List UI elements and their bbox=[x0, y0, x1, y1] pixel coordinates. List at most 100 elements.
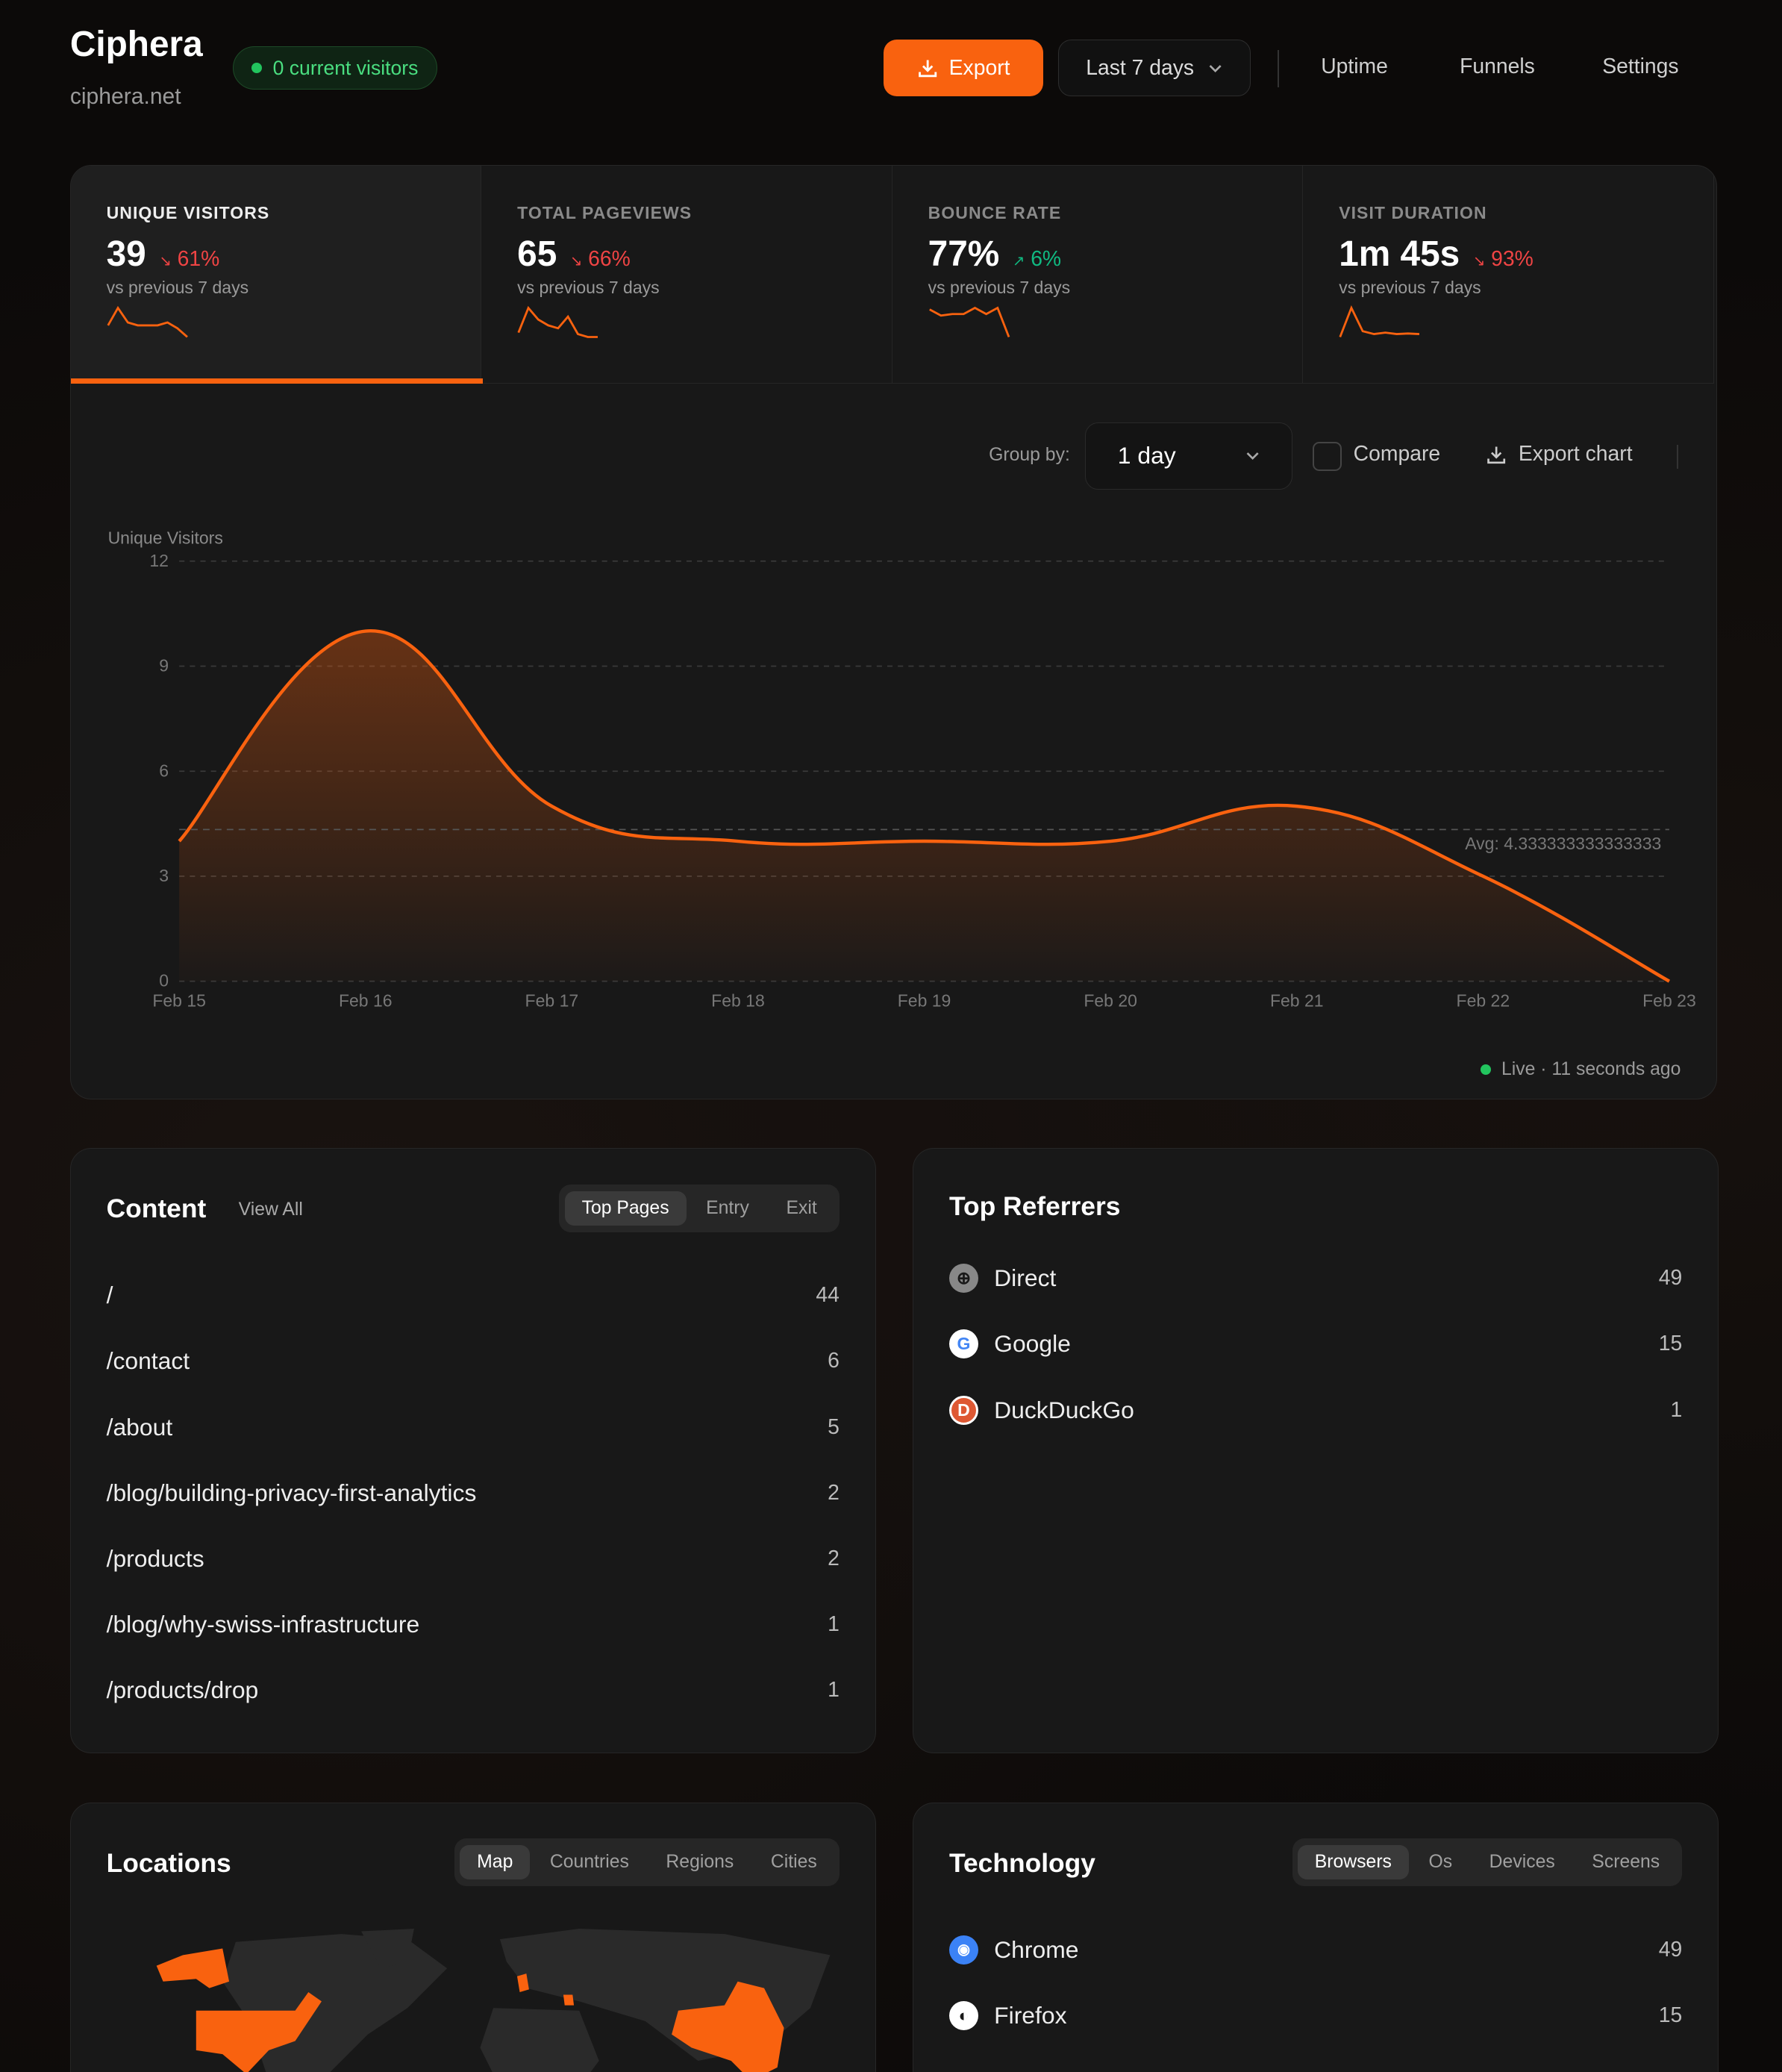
stat-change: ↘ 61% bbox=[159, 247, 219, 272]
y-tick-label: 0 bbox=[159, 971, 169, 990]
date-range-select[interactable]: Last 7 days bbox=[1057, 40, 1251, 97]
tab-devices[interactable]: Devices bbox=[1489, 1852, 1555, 1873]
sparkline-line bbox=[107, 305, 188, 338]
list-item[interactable]: ⊕ Direct 49 bbox=[948, 1258, 1682, 1298]
page-row[interactable]: /about 5 bbox=[107, 1408, 840, 1447]
locations-tabs: Map Countries Regions Cities bbox=[454, 1838, 840, 1887]
page-count: 1 bbox=[828, 1678, 840, 1703]
stat-comparison: vs previous 7 days bbox=[1339, 277, 1481, 297]
firefox-icon: ◐ bbox=[948, 2000, 978, 2030]
page-count: 5 bbox=[828, 1414, 840, 1439]
page-row[interactable]: /blog/why-swiss-infrastructure 1 bbox=[107, 1605, 840, 1644]
sparkline-line bbox=[517, 305, 598, 339]
view-all-link[interactable]: View All bbox=[238, 1199, 303, 1220]
stat-change-value: 66% bbox=[588, 246, 631, 271]
live-dot-icon bbox=[251, 63, 263, 74]
stat-change-value: 6% bbox=[1031, 246, 1062, 271]
map-africa[interactable] bbox=[480, 2007, 599, 2072]
export-button[interactable]: Export bbox=[884, 40, 1044, 97]
content-panel: Content View All Top Pages Entry Exit /44/… bbox=[69, 1148, 876, 1754]
y-axis-label: Unique Visitors bbox=[107, 528, 222, 548]
item-name: Chrome bbox=[994, 1935, 1079, 1963]
x-tick-label: Feb 17 bbox=[525, 990, 578, 1010]
list-item[interactable]: G Google 15 bbox=[948, 1324, 1682, 1364]
nav-uptime[interactable]: Uptime bbox=[1321, 54, 1388, 78]
stat-tab-total-pageviews[interactable]: TOTAL PAGEVIEWS 65 ↘ 66% vs previous 7 da… bbox=[481, 166, 892, 384]
trend-up-icon: ↗ bbox=[1012, 252, 1025, 269]
compare-label[interactable]: Compare bbox=[1353, 442, 1441, 466]
item-count: 49 bbox=[1658, 1937, 1683, 1962]
map-region-usa[interactable] bbox=[196, 1991, 322, 2072]
tab-screens[interactable]: Screens bbox=[1592, 1852, 1660, 1873]
locations-title: Locations bbox=[106, 1847, 231, 1878]
chrome-icon: ◉ bbox=[948, 1935, 978, 1965]
sparkline bbox=[517, 305, 598, 339]
map-region-europe[interactable] bbox=[563, 1994, 575, 2006]
page-row[interactable]: /products/drop 1 bbox=[107, 1670, 840, 1710]
list-item[interactable]: ◐ Firefox 15 bbox=[948, 1996, 1682, 2035]
stat-value: 1m 45s bbox=[1339, 234, 1460, 274]
tab-regions[interactable]: Regions bbox=[666, 1852, 734, 1873]
globe-icon: ⊕ bbox=[948, 1264, 978, 1294]
page-row[interactable]: /contact 6 bbox=[107, 1341, 840, 1381]
export-chart-button[interactable]: Export chart bbox=[1486, 442, 1633, 466]
x-tick-label: Feb 18 bbox=[711, 990, 765, 1010]
locations-panel: Locations Map Countries Regions Cities bbox=[69, 1802, 876, 2072]
x-tick-label: Feb 21 bbox=[1270, 990, 1324, 1010]
chevron-down-icon bbox=[1246, 452, 1259, 461]
map-greenland[interactable] bbox=[361, 1928, 415, 1968]
unique-visitors-chart: Unique Visitors 0 3 6 9 12 Feb 15 Feb 16 Feb 17 F… bbox=[107, 528, 1695, 1011]
world-map[interactable] bbox=[143, 1928, 857, 2072]
stat-comparison: vs previous 7 days bbox=[106, 277, 249, 297]
page-row[interactable]: /blog/building-privacy-first-analytics 2 bbox=[107, 1473, 840, 1513]
chevron-down-icon bbox=[1209, 64, 1222, 72]
series-line bbox=[178, 629, 1670, 983]
stat-change: ↗ 6% bbox=[1013, 247, 1061, 272]
date-range-value: Last 7 days bbox=[1086, 55, 1195, 80]
stat-label: VISIT DURATION bbox=[1339, 202, 1487, 222]
google-icon: G bbox=[948, 1329, 978, 1359]
content-tabs: Top Pages Entry Exit bbox=[559, 1185, 840, 1232]
stat-change: ↘ 66% bbox=[570, 247, 631, 272]
group-by-select[interactable]: 1 day bbox=[1085, 422, 1293, 490]
stat-change-value: 93% bbox=[1491, 246, 1534, 271]
map-region-alaska[interactable] bbox=[156, 1948, 230, 1988]
compare-checkbox[interactable] bbox=[1312, 442, 1342, 472]
map-region-china[interactable] bbox=[672, 1981, 784, 2072]
live-status: Live · 11 seconds ago bbox=[1480, 1059, 1681, 1080]
x-tick-label: Feb 22 bbox=[1456, 990, 1510, 1010]
page-row[interactable]: / 44 bbox=[107, 1276, 840, 1315]
list-item[interactable]: D DuckDuckGo 1 bbox=[948, 1391, 1683, 1430]
stat-label: TOTAL PAGEVIEWS bbox=[517, 202, 693, 222]
stat-change: ↘ 93% bbox=[1473, 247, 1534, 272]
tab-cities[interactable]: Cities bbox=[770, 1852, 817, 1873]
stat-tab-unique-visitors[interactable]: UNIQUE VISITORS 39 ↘ 61% vs previous 7 da… bbox=[70, 166, 482, 384]
tab-countries[interactable]: Countries bbox=[549, 1852, 629, 1873]
tab-entry[interactable]: Entry bbox=[706, 1197, 749, 1218]
y-tick-label: 12 bbox=[149, 551, 169, 570]
stat-tab-visit-duration[interactable]: VISIT DURATION 1m 45s ↘ 93% vs previous 7… bbox=[1303, 166, 1714, 384]
item-name: Direct bbox=[994, 1264, 1057, 1292]
sparkline bbox=[928, 306, 1010, 338]
tab-top-pages[interactable]: Top Pages bbox=[564, 1191, 687, 1226]
sparkline-line bbox=[928, 306, 1010, 338]
nav-funnels[interactable]: Funnels bbox=[1460, 54, 1535, 78]
item-name: Firefox bbox=[994, 2001, 1067, 2029]
tab-exit[interactable]: Exit bbox=[786, 1197, 817, 1218]
tab-map[interactable]: Map bbox=[460, 1845, 531, 1880]
page-row[interactable]: /products 2 bbox=[107, 1539, 840, 1579]
average-label: Avg: 4.333333333333333 bbox=[1465, 834, 1661, 853]
list-item[interactable]: ◉ Chrome 49 bbox=[948, 1929, 1683, 1969]
y-tick-label: 6 bbox=[159, 761, 169, 780]
page-count: 6 bbox=[828, 1349, 840, 1373]
tab-browsers[interactable]: Browsers bbox=[1297, 1845, 1409, 1880]
x-tick-label: Feb 19 bbox=[898, 990, 951, 1010]
duckduckgo-icon: D bbox=[948, 1395, 978, 1425]
nav-settings[interactable]: Settings bbox=[1602, 54, 1679, 78]
stat-value: 39 bbox=[106, 234, 146, 274]
tab-os[interactable]: Os bbox=[1428, 1852, 1453, 1873]
map-region-uk[interactable] bbox=[517, 1973, 530, 1992]
item-count: 1 bbox=[1670, 1397, 1683, 1422]
stat-tab-bounce-rate[interactable]: BOUNCE RATE 77% ↗ 6% vs previous 7 days bbox=[892, 166, 1304, 384]
area-fill bbox=[178, 631, 1669, 982]
